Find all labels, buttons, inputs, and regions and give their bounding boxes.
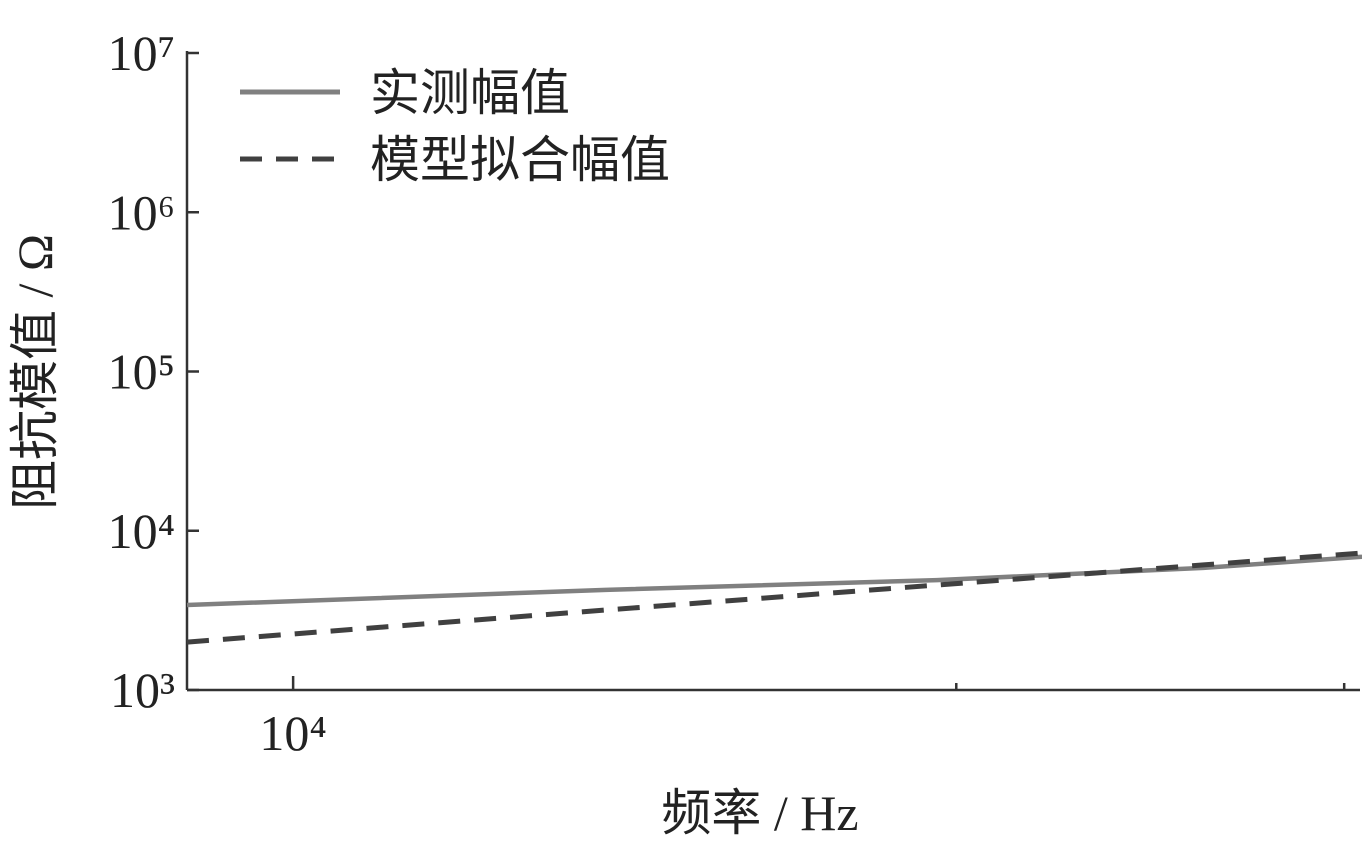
x-axis-label: 频率 / Hz	[661, 785, 858, 841]
legend-label: 实测幅值	[370, 65, 570, 121]
y-axis-label: 阻抗模值 / Ω	[7, 234, 63, 510]
x-tick-label: 10⁴	[259, 705, 326, 761]
y-tick-label: 10⁶	[108, 184, 175, 240]
y-tick-label: 10⁵	[108, 344, 175, 400]
y-tick-label: 10³	[110, 662, 175, 718]
legend-label: 模型拟合幅值	[370, 132, 670, 188]
y-tick-label: 10⁴	[108, 503, 175, 559]
series-line	[186, 554, 1362, 608]
series-line	[186, 550, 1362, 645]
y-tick-label: 10⁷	[108, 25, 175, 81]
